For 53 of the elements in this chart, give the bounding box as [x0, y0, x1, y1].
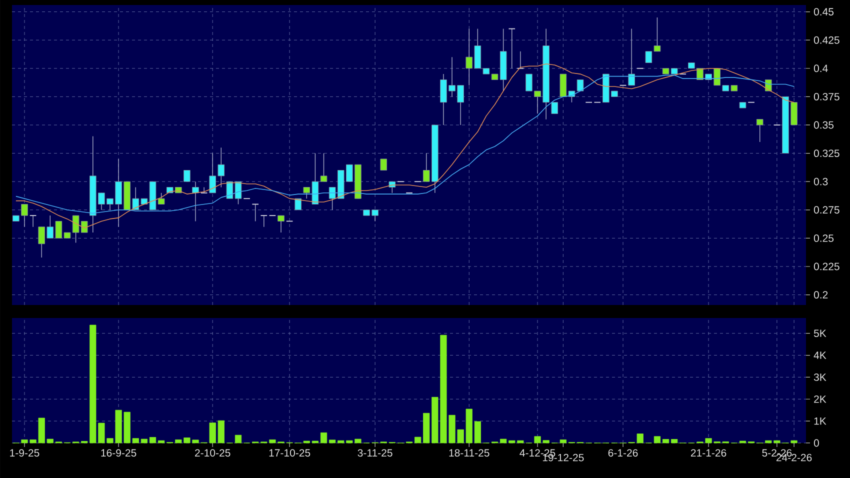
x-tick-label: 1-9-25	[10, 449, 40, 457]
candlestick	[252, 204, 260, 222]
candlestick	[380, 158, 388, 171]
y-tick-label: 0.45	[814, 8, 834, 16]
candlestick	[628, 28, 635, 86]
bar	[140, 438, 148, 444]
y-tick-label: 0.375	[814, 92, 840, 100]
x-tick-label: 17-10-25	[269, 449, 310, 457]
candlestick	[200, 186, 208, 194]
y-tick-label: 0	[814, 439, 819, 447]
candlestick	[260, 215, 268, 228]
candlestick	[158, 192, 165, 205]
y-tick-label: 0.225	[814, 262, 840, 270]
bar	[671, 439, 678, 444]
bar	[320, 432, 328, 444]
candlestick	[29, 215, 37, 228]
y-tick-label: 0.425	[814, 36, 840, 44]
bar	[790, 440, 798, 444]
candlestick	[508, 28, 516, 69]
candlestick	[278, 215, 284, 233]
x-tick-label: 18-11-25	[449, 449, 490, 457]
y-tick-label: 0.325	[814, 150, 840, 158]
y-tick-label: 0.25	[814, 234, 834, 242]
bar	[234, 434, 242, 444]
y-tick-label: 0.3	[814, 178, 828, 186]
y-tick-label: 1K	[814, 417, 826, 425]
bar	[158, 440, 165, 444]
y-tick-label: 0.2	[814, 291, 828, 299]
bar	[414, 436, 422, 444]
x-tick-label: 16-9-25	[101, 449, 136, 457]
candlestick	[320, 152, 328, 182]
y-tick-label: 0.275	[814, 206, 840, 214]
x-tick-label: 3-11-25	[358, 449, 392, 457]
bar	[149, 437, 156, 444]
y-tick-label: 4K	[814, 352, 826, 359]
candlestick	[756, 118, 764, 142]
x-tick-label: 21-1-26	[690, 449, 726, 457]
x-tick-label: 2-10-25	[195, 449, 230, 457]
bar	[560, 439, 566, 444]
y-tick-label: 2K	[814, 395, 826, 403]
y-tick-label: 0.35	[814, 121, 834, 129]
bar	[329, 440, 336, 444]
y-tick-label: 0.4	[814, 64, 828, 72]
candlestick	[226, 181, 234, 199]
bar	[500, 438, 507, 444]
candlestick	[184, 170, 190, 182]
candlestick	[192, 181, 199, 222]
y-tick-label: 3K	[814, 373, 826, 381]
y-tick-label: 5K	[814, 330, 826, 338]
candlestick	[551, 102, 558, 114]
bar	[662, 439, 670, 444]
x-tick-label: 6-1-26	[608, 449, 638, 457]
bar	[654, 436, 661, 444]
